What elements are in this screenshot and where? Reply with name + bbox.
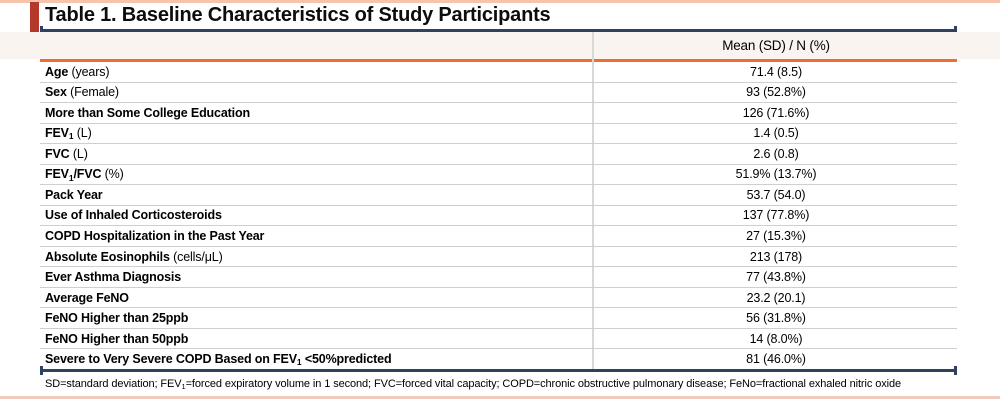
row-value: 23.2 (20.1)	[746, 290, 806, 305]
text-segment: FEV	[45, 126, 69, 141]
text-segment: FVC	[45, 146, 70, 161]
table-row: Use of Inhaled Corticosteroids 137 (77.8%…	[40, 206, 957, 227]
row-label: FEV1 (L)	[40, 126, 595, 142]
row-label: Absolute Eosinophils (cells/μL)	[40, 250, 595, 264]
table-row: Ever Asthma Diagnosis 77 (43.8%)	[40, 267, 957, 288]
row-label: Sex (Female)	[40, 85, 595, 99]
table-bottom-rule	[40, 366, 957, 375]
row-value: 93 (52.8%)	[746, 85, 806, 100]
table-body: Age (years) 71.4 (8.5) Sex (Female) 93 (52.…	[40, 62, 957, 369]
row-value: 137 (77.8%)	[742, 208, 810, 223]
text-segment: SD=standard deviation; FEV	[45, 378, 182, 390]
footnote: SD=standard deviation; FEV1=forced expir…	[45, 378, 975, 391]
row-label: FVC (L)	[40, 147, 595, 161]
text-segment: (cells/μL)	[169, 249, 223, 264]
text-segment: FeNO Higher than 25ppb	[45, 311, 189, 326]
text-segment: COPD Hospitalization in the Past Year	[45, 229, 265, 244]
row-value: 27 (15.3%)	[746, 229, 806, 244]
table-row: Absolute Eosinophils (cells/μL) 213 (178)	[40, 247, 957, 268]
text-segment: Pack Year	[45, 187, 103, 202]
text-segment: Severe to Very Severe COPD Based on FEV	[45, 352, 297, 367]
table-row: Sex (Female) 93 (52.8%)	[40, 83, 957, 104]
row-value: 56 (31.8%)	[746, 311, 806, 326]
table-row: Average FeNO 23.2 (20.1)	[40, 288, 957, 309]
row-value: 14 (8.0%)	[749, 331, 803, 346]
text-segment: (Female)	[66, 85, 119, 100]
text-segment: =forced expiratory volume in 1 second; F…	[185, 378, 902, 390]
table-row: Pack Year 53.7 (54.0)	[40, 185, 957, 206]
table-row: Severe to Very Severe COPD Based on FEV1…	[40, 349, 957, 369]
row-label: Average FeNO	[40, 291, 595, 305]
table-row: Age (years) 71.4 (8.5)	[40, 62, 957, 83]
table-row: FeNO Higher than 25ppb 56 (31.8%)	[40, 308, 957, 329]
value-column-header: Mean (SD) / N (%)	[722, 38, 830, 53]
text-segment: Ever Asthma Diagnosis	[45, 270, 182, 285]
row-label: Age (years)	[40, 65, 595, 79]
text-segment: 1	[68, 131, 74, 142]
row-label: Use of Inhaled Corticosteroids	[40, 208, 595, 222]
text-segment: More than Some College Education	[45, 105, 250, 120]
text-segment: 1	[296, 357, 302, 368]
table-title: Table 1. Baseline Characteristics of Stu…	[45, 4, 551, 26]
row-label: More than Some College Education	[40, 106, 595, 120]
text-segment: Age	[45, 64, 69, 79]
table-top-rule	[40, 26, 957, 35]
text-segment: Absolute Eosinophils	[45, 249, 170, 264]
table-row: More than Some College Education 126 (71.…	[40, 103, 957, 124]
table-row: FEV1/FVC (%) 51.9% (13.7%)	[40, 165, 957, 186]
text-segment: (%)	[101, 167, 124, 182]
top-accent-line	[0, 0, 1000, 3]
row-label: Severe to Very Severe COPD Based on FEV1…	[40, 352, 595, 368]
header-bottom-rule	[40, 59, 957, 62]
text-segment: FEV	[45, 167, 69, 182]
table-row: FeNO Higher than 50ppb 14 (8.0%)	[40, 329, 957, 350]
text-segment: Average FeNO	[45, 290, 129, 305]
row-label: COPD Hospitalization in the Past Year	[40, 229, 595, 243]
row-label: FeNO Higher than 25ppb	[40, 311, 595, 325]
text-segment: /FVC	[73, 167, 102, 182]
row-label: Pack Year	[40, 188, 595, 202]
row-value: 77 (43.8%)	[746, 270, 806, 285]
row-label: Ever Asthma Diagnosis	[40, 270, 595, 284]
text-segment: (L)	[73, 126, 92, 141]
column-divider	[592, 32, 594, 369]
text-segment: Use of Inhaled Corticosteroids	[45, 208, 222, 223]
row-label: FeNO Higher than 50ppb	[40, 332, 595, 346]
table-row: FVC (L) 2.6 (0.8)	[40, 144, 957, 165]
text-segment: FeNO Higher than 50ppb	[45, 331, 189, 346]
text-segment: (years)	[68, 64, 110, 79]
text-segment: 1	[181, 381, 186, 391]
text-segment: <50%predicted	[301, 352, 392, 367]
text-segment: (L)	[69, 146, 88, 161]
text-segment: 1	[68, 172, 74, 183]
row-value: 51.9% (13.7%)	[735, 167, 817, 182]
row-value: 126 (71.6%)	[742, 105, 810, 120]
table-row: FEV1 (L) 1.4 (0.5)	[40, 124, 957, 145]
row-label: FEV1/FVC (%)	[40, 167, 595, 183]
bottom-accent-line	[0, 396, 1000, 399]
table-row: COPD Hospitalization in the Past Year 27 …	[40, 226, 957, 247]
table-header-band	[0, 32, 1000, 59]
row-value: 71.4 (8.5)	[749, 64, 802, 79]
title-accent-bar	[30, 2, 39, 32]
row-value: 1.4 (0.5)	[753, 126, 799, 141]
text-segment: Sex	[45, 85, 67, 100]
row-value: 53.7 (54.0)	[746, 187, 806, 202]
row-value: 2.6 (0.8)	[753, 146, 799, 161]
row-value: 213 (178)	[749, 249, 803, 264]
row-value: 81 (46.0%)	[746, 352, 806, 367]
